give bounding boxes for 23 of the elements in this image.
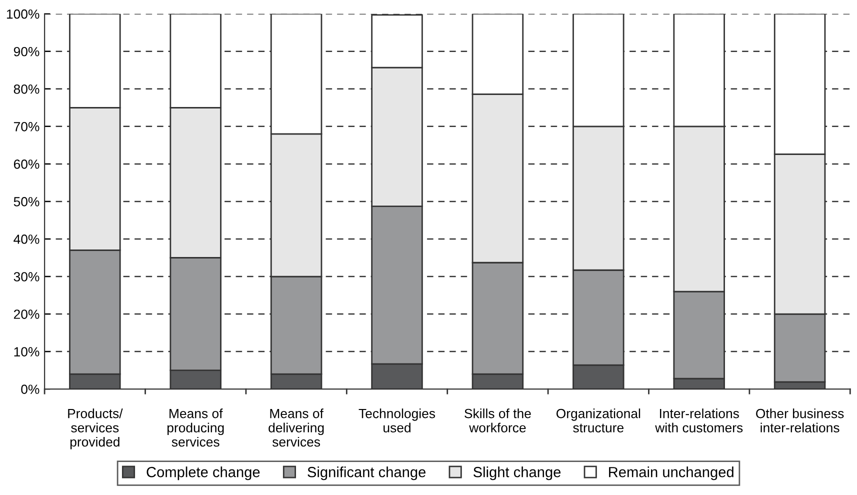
y-tick-label: 70% xyxy=(14,122,40,132)
x-tick-label: Inter-relations with customers xyxy=(655,408,743,432)
y-tick-label: 80% xyxy=(14,84,40,94)
y-tick-label: 90% xyxy=(14,46,40,56)
y-tick-label: 60% xyxy=(14,160,40,169)
x-tick-label: Technologies used xyxy=(358,408,436,432)
x-tick-label: Means of delivering services xyxy=(268,408,324,447)
y-tick-label: 20% xyxy=(14,310,40,319)
x-tick-label: Products/ services provided xyxy=(68,408,123,450)
legend-label: Slight change xyxy=(473,466,561,480)
x-tick-label: Other business inter-relations xyxy=(756,408,844,432)
legend-label: Remain unchanged xyxy=(609,466,734,480)
y-tick-label: 30% xyxy=(14,272,40,282)
y-tick-label: 10% xyxy=(14,347,40,356)
y-tick-label: 0% xyxy=(21,384,40,394)
y-tick-label: 50% xyxy=(14,197,40,206)
x-tick-label: Skills of the workforce xyxy=(464,408,531,432)
y-tick-label: 100% xyxy=(6,9,40,19)
y-tick-label: 40% xyxy=(14,234,40,244)
x-tick-label: Organizational structure xyxy=(556,408,640,432)
x-tick-label: Means of producing services xyxy=(167,408,224,447)
legend-label: Significant change xyxy=(308,466,426,480)
legend-label: Complete change xyxy=(146,466,260,480)
